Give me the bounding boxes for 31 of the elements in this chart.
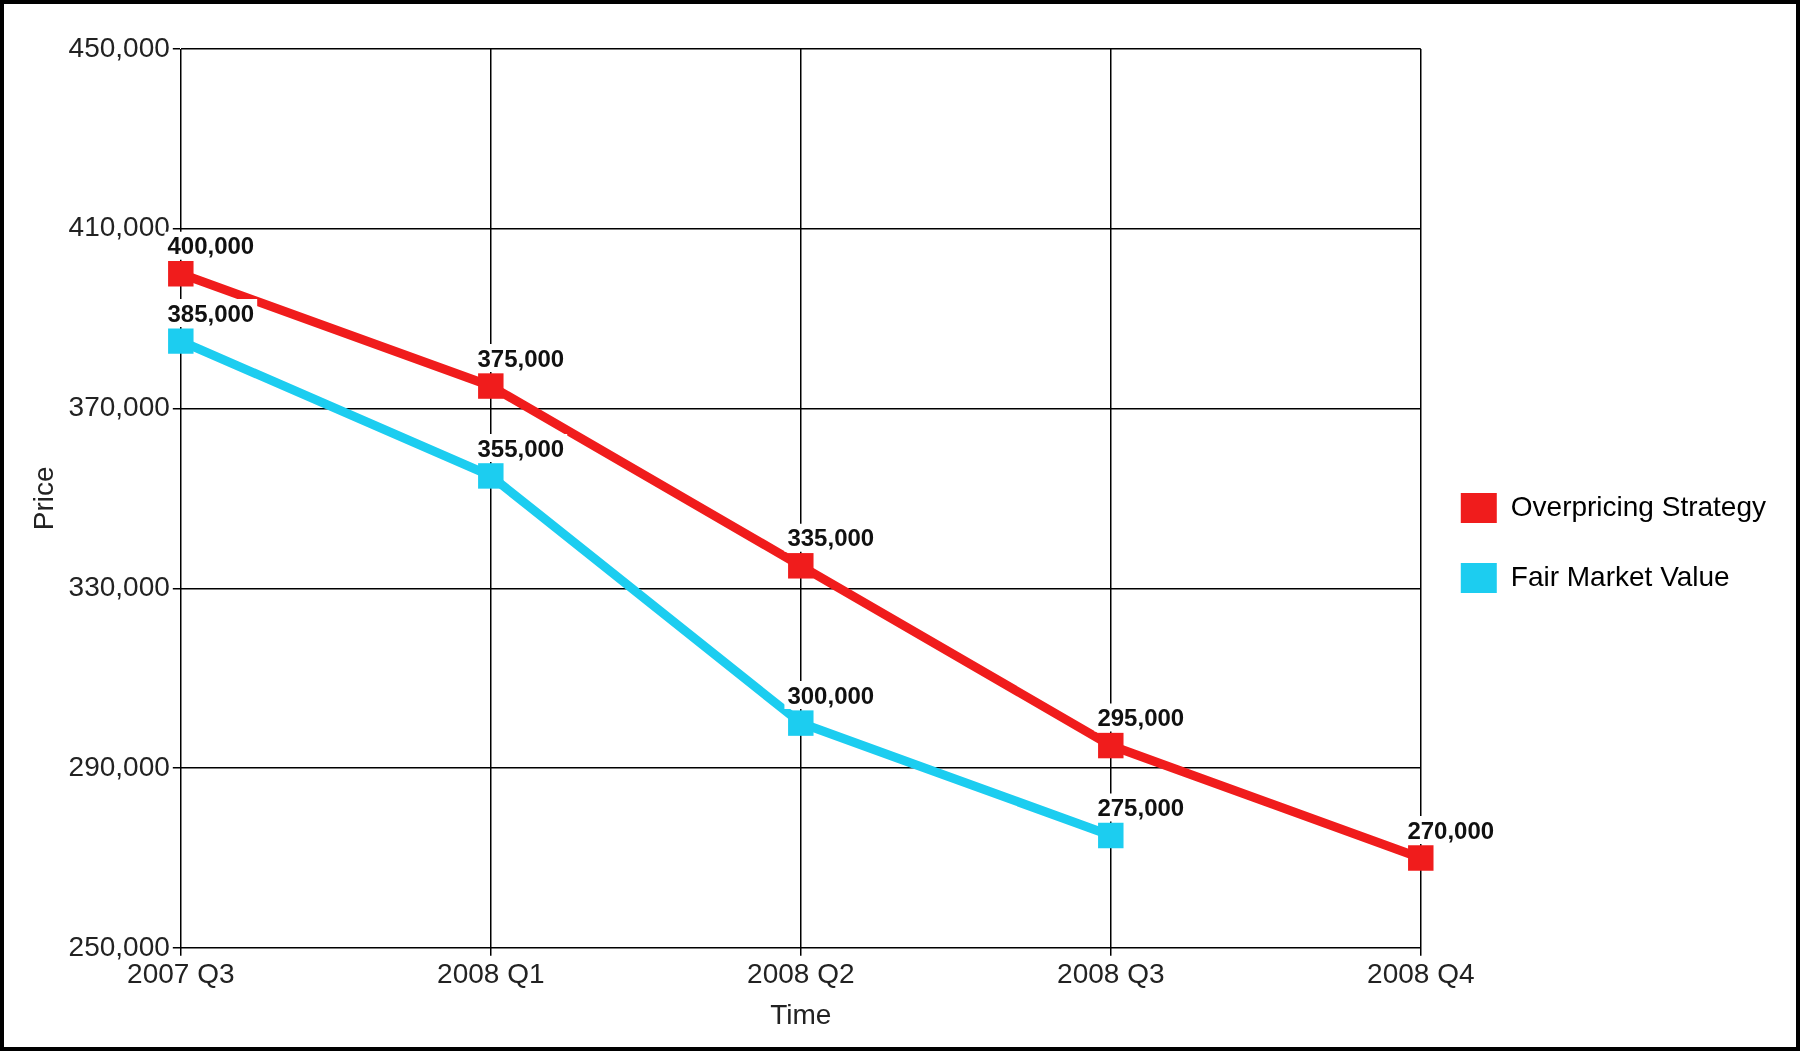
x-tick-label: 2008 Q3 — [1057, 958, 1165, 990]
data-label: 275,000 — [1097, 794, 1185, 822]
y-tick-label: 410,000 — [68, 211, 170, 243]
y-tick-label: 450,000 — [68, 31, 170, 63]
y-axis-title: Price — [27, 466, 59, 531]
data-label: 400,000 — [167, 232, 255, 260]
data-label: 270,000 — [1407, 816, 1495, 844]
data-label: 300,000 — [787, 681, 875, 709]
data-label: 375,000 — [477, 344, 565, 372]
point — [168, 328, 194, 354]
data-label: 385,000 — [167, 299, 255, 327]
x-tick-label: 2008 Q2 — [747, 958, 855, 990]
point — [788, 710, 814, 736]
x-tick-label: 2008 Q1 — [437, 958, 545, 990]
y-tick-label: 330,000 — [68, 571, 170, 602]
y-tick-label: 290,000 — [68, 750, 170, 782]
point — [1408, 845, 1434, 871]
point — [478, 463, 504, 489]
data-label: 295,000 — [1097, 704, 1185, 732]
data-label: 355,000 — [477, 434, 565, 462]
point — [168, 260, 194, 287]
x-tick-label: 2008 Q4 — [1367, 958, 1475, 990]
legend-label: Fair Market Value — [1510, 560, 1730, 592]
y-tick-label: 370,000 — [68, 391, 170, 423]
point — [478, 373, 504, 399]
point — [1098, 822, 1124, 849]
x-axis-title: Time — [770, 998, 832, 1030]
data-label: 335,000 — [787, 524, 875, 552]
legend-label: Overpricing Strategy — [1510, 490, 1767, 522]
point — [1098, 732, 1124, 759]
point — [788, 553, 814, 579]
